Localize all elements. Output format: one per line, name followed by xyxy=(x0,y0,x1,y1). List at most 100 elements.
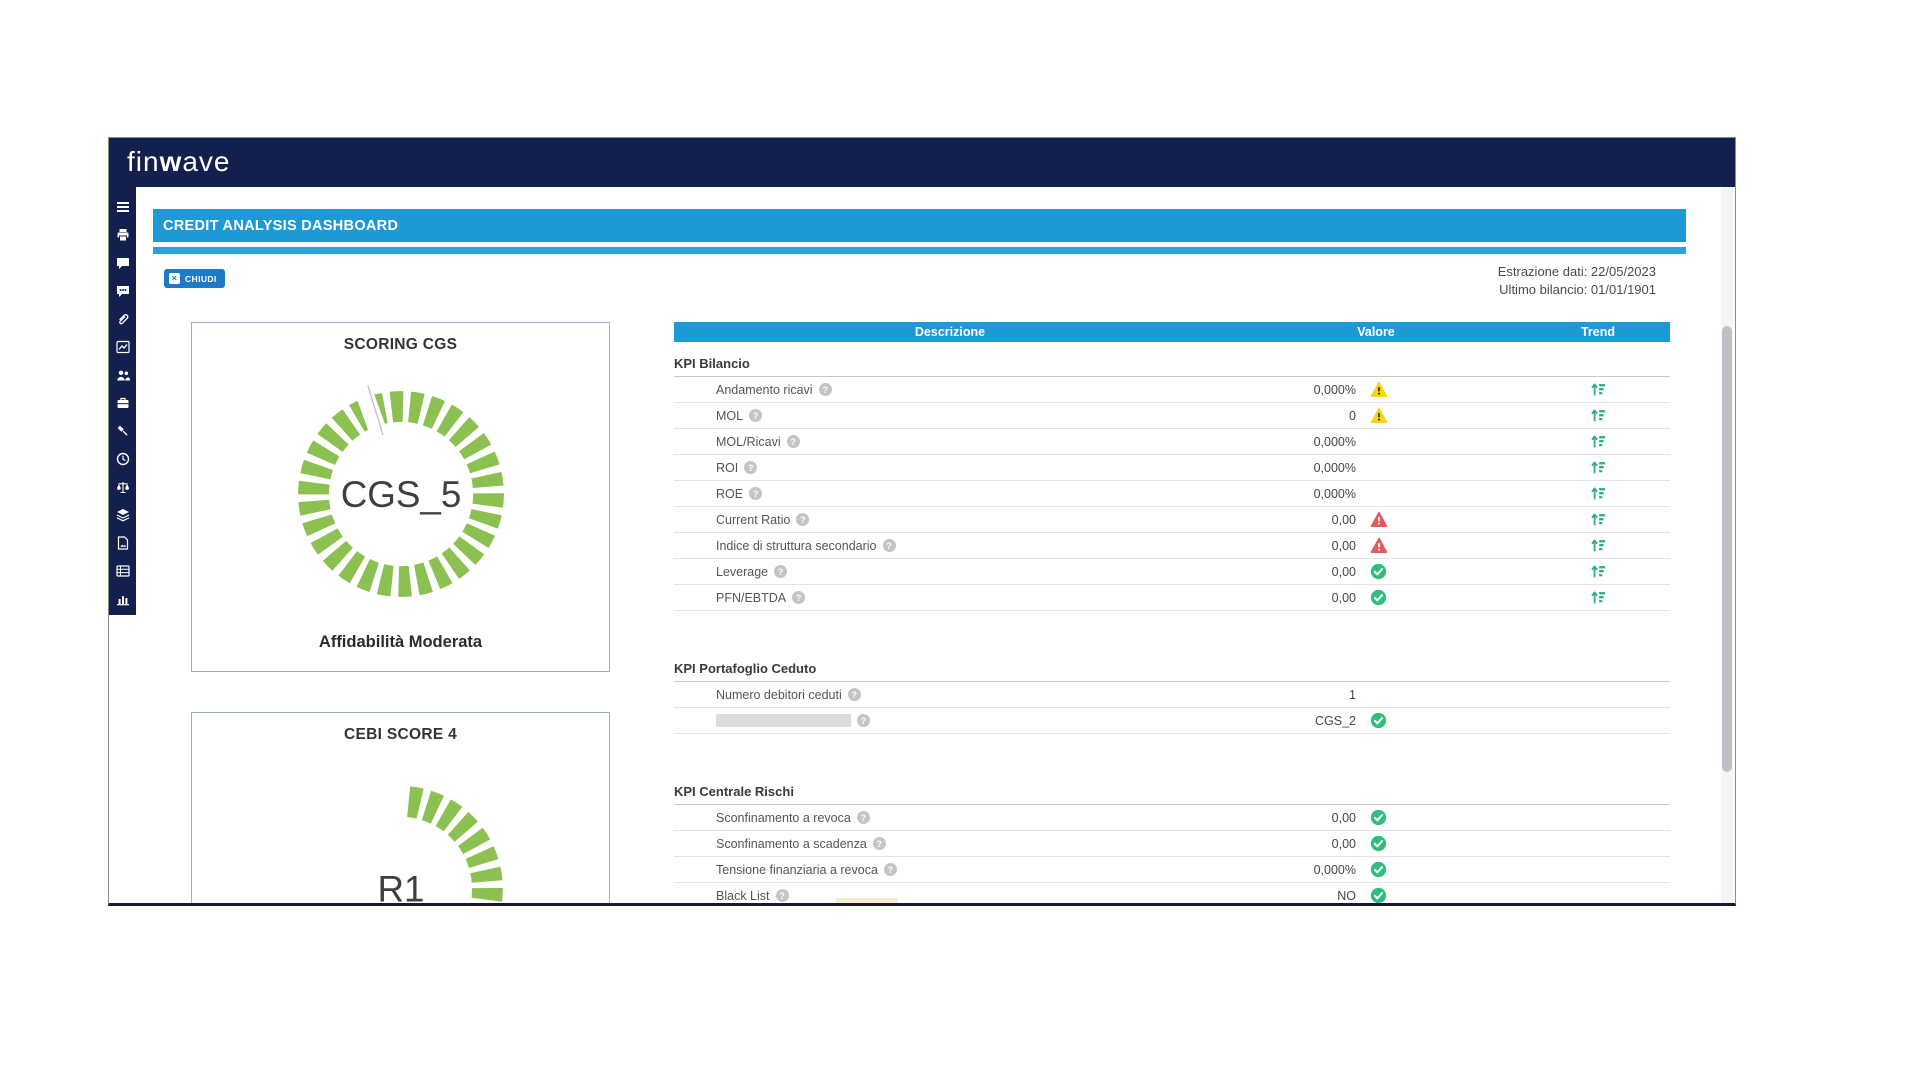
help-icon[interactable]: ? xyxy=(847,688,861,701)
sidebar-item-menu[interactable] xyxy=(109,193,136,221)
sidebar-item-users[interactable] xyxy=(109,361,136,389)
sidebar-item-file-image[interactable] xyxy=(109,529,136,557)
table-row[interactable]: ROI? 0,000% xyxy=(674,455,1670,481)
help-icon[interactable]: ? xyxy=(872,837,886,850)
help-icon[interactable]: ? xyxy=(775,889,789,902)
gavel-icon xyxy=(117,425,127,436)
help-icon[interactable]: ? xyxy=(774,565,788,578)
table-row[interactable]: Sconfinamento a scadenza? 0,00 xyxy=(674,831,1670,857)
table-row[interactable]: Indice di struttura secondario? 0,00 xyxy=(674,533,1670,559)
row-value: 0,00 xyxy=(1331,810,1356,825)
table-row[interactable]: MOL/Ricavi? 0,000% xyxy=(674,429,1670,455)
page-title: CREDIT ANALYSIS DASHBOARD xyxy=(153,209,1686,242)
table-row[interactable]: Tensione finanziaria a revoca? 0,000% xyxy=(674,857,1670,883)
row-label: ROI xyxy=(716,460,739,475)
help-icon[interactable]: ? xyxy=(786,435,800,448)
row-label: ROE xyxy=(716,486,744,501)
table-row[interactable]: ? CGS_2 xyxy=(674,708,1670,734)
row-value: NO xyxy=(1337,888,1356,903)
scrollbar-thumb[interactable] xyxy=(1722,326,1732,772)
help-icon[interactable]: ? xyxy=(857,714,870,727)
row-label: PFN/EBTDA xyxy=(716,590,787,605)
row-label: Numero debitori ceduti xyxy=(716,687,842,702)
trend-icon[interactable] xyxy=(1590,589,1607,606)
sidebar-item-scale[interactable] xyxy=(109,473,136,501)
scoring-label: Affidabilità Moderata xyxy=(318,633,483,651)
warning-triangle-icon xyxy=(1370,407,1388,423)
clock-icon xyxy=(116,452,129,466)
sidebar-item-chart-bar[interactable] xyxy=(109,585,136,613)
ok-check-icon xyxy=(1370,809,1387,826)
row-value: 0,000% xyxy=(1313,382,1356,397)
help-icon[interactable]: ? xyxy=(883,863,897,876)
row-label: Tensione finanziaria a revoca xyxy=(716,862,878,877)
row-value: 0,00 xyxy=(1331,836,1356,851)
ok-check-icon xyxy=(1370,712,1387,729)
scoring-card-title: SCORING CGS xyxy=(343,336,458,353)
ok-check-icon xyxy=(1370,563,1387,580)
row-value: 0 xyxy=(1349,408,1356,423)
table-row[interactable]: MOL? 0 xyxy=(674,403,1670,429)
table-row[interactable]: Black List? NO xyxy=(674,883,1670,903)
printer-icon xyxy=(117,229,128,242)
cutoff-content-sliver xyxy=(836,898,898,903)
sidebar-item-layers[interactable] xyxy=(109,501,136,529)
trend-icon[interactable] xyxy=(1590,563,1607,580)
trend-icon[interactable] xyxy=(1590,511,1607,528)
row-label: Current Ratio xyxy=(716,512,791,527)
help-icon[interactable]: ? xyxy=(856,811,870,824)
briefcase-icon xyxy=(117,397,128,408)
cebi-value: R1 xyxy=(378,869,425,906)
col-valore: Valore xyxy=(1357,325,1395,339)
help-icon[interactable]: ? xyxy=(796,513,810,526)
chat-dots-icon xyxy=(116,286,129,297)
chart-bar-icon xyxy=(116,596,129,606)
sidebar-item-briefcase[interactable] xyxy=(109,389,136,417)
table-row[interactable]: Leverage? 0,00 xyxy=(674,559,1670,585)
table-row[interactable]: Numero debitori ceduti? 1 xyxy=(674,682,1670,708)
table-row[interactable]: ROE? 0,000% xyxy=(674,481,1670,507)
sidebar-item-comment[interactable] xyxy=(109,249,136,277)
sidebar-item-clock[interactable] xyxy=(109,445,136,473)
help-icon[interactable]: ? xyxy=(749,487,763,500)
extraction-date: Estrazione dati: 22/05/2023 xyxy=(1497,264,1656,279)
collapsed-panel-bar[interactable] xyxy=(153,247,1686,254)
table-row[interactable]: PFN/EBTDA? 0,00 xyxy=(674,585,1670,611)
row-value: 0,000% xyxy=(1313,460,1356,475)
row-label: MOL/Ricavi xyxy=(716,434,781,449)
help-icon[interactable]: ? xyxy=(882,539,896,552)
sidebar-item-gavel[interactable] xyxy=(109,417,136,445)
help-icon[interactable]: ? xyxy=(744,461,758,474)
section-title: KPI Centrale Rischi xyxy=(674,778,1670,805)
finwave-logo: finwave xyxy=(127,146,231,177)
help-icon[interactable]: ? xyxy=(792,591,806,604)
table-row[interactable]: Sconfinamento a revoca? 0,00 xyxy=(674,805,1670,831)
trend-icon[interactable] xyxy=(1590,381,1607,398)
row-label: Black List xyxy=(716,888,770,903)
sidebar-item-list[interactable] xyxy=(109,557,136,585)
trend-icon[interactable] xyxy=(1590,459,1607,476)
help-icon[interactable]: ? xyxy=(749,409,763,422)
sidebar-item-chat-dots[interactable] xyxy=(109,277,136,305)
scrollbar-track[interactable] xyxy=(1721,187,1733,903)
trend-icon[interactable] xyxy=(1590,407,1607,424)
table-row[interactable]: Current Ratio? 0,00 xyxy=(674,507,1670,533)
file-image-icon xyxy=(117,536,128,550)
trend-icon[interactable] xyxy=(1590,485,1607,502)
comment-icon xyxy=(116,258,129,269)
sidebar-item-printer[interactable] xyxy=(109,221,136,249)
chart-line-icon xyxy=(115,340,130,354)
trend-icon[interactable] xyxy=(1590,433,1607,450)
sidebar-item-attachment[interactable] xyxy=(109,305,136,333)
row-label: Indice di struttura secondario xyxy=(716,538,877,553)
sidebar-item-chart-line[interactable] xyxy=(109,333,136,361)
ok-check-icon xyxy=(1370,589,1387,606)
danger-triangle-icon xyxy=(1370,511,1388,527)
scoring-cgs-card: SCORING CGS CGS_5 Affidabilità Moderata xyxy=(191,322,610,672)
trend-icon[interactable] xyxy=(1590,537,1607,554)
table-row[interactable]: Andamento ricavi? 0,000% xyxy=(674,377,1670,403)
top-navbar: finwave xyxy=(109,138,1735,187)
help-icon[interactable]: ? xyxy=(818,383,832,396)
close-button[interactable]: × CHIUDI xyxy=(164,269,225,288)
kpi-table: Descrizione Valore Trend KPI Bilancio Andame… xyxy=(674,322,1670,903)
